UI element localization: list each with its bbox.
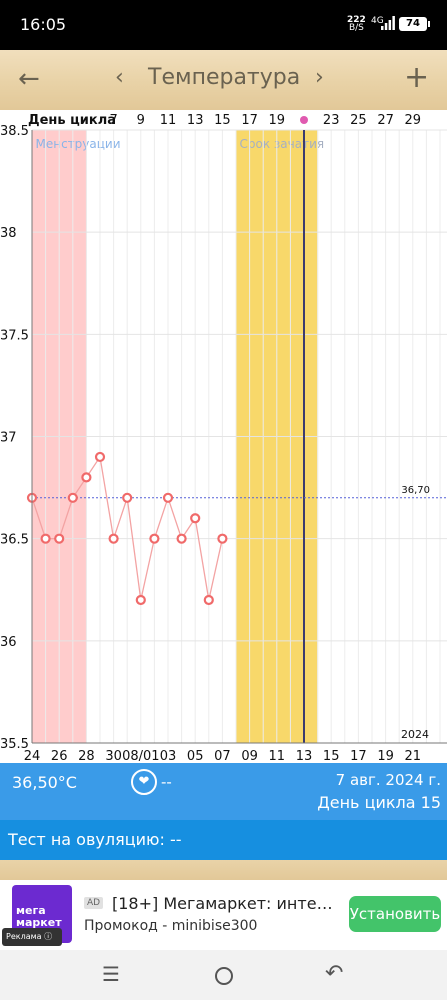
ovulation-test-bar[interactable]: Тест на овуляцию: --	[0, 820, 447, 860]
cycle-day-tick: 29	[405, 113, 422, 128]
temperature-point	[67, 492, 78, 503]
heart-value: --	[161, 773, 172, 791]
temperature-chart-svg: Менструации Срок зачатия 38.5 38 37.5 37 36.5 3…	[0, 113, 447, 763]
temperature-point	[203, 594, 214, 606]
cycle-day-tick: 19	[269, 113, 286, 128]
ad-label-text: Реклама	[6, 932, 42, 941]
menu-icon[interactable]: ☰	[102, 962, 120, 986]
cycle-day-tick: 11	[160, 113, 177, 128]
net-speed: 222 B/S	[347, 15, 366, 33]
x-date-tick: 17	[350, 749, 367, 763]
status-bar: 16:05 222 B/S 4G 74	[0, 0, 447, 50]
y-tick-label: 37.5	[0, 328, 29, 343]
ad-subtext: Промокод - minibise300	[84, 918, 258, 934]
y-tick-label: 38.5	[0, 124, 29, 139]
system-nav-bar: ☰ ↶	[0, 950, 447, 1000]
x-date-tick: 13	[296, 749, 313, 763]
signal-icon	[381, 16, 395, 30]
x-date-tick: 19	[377, 749, 394, 763]
temperature-point	[54, 533, 65, 544]
cycle-day-tick: 7	[109, 113, 117, 128]
home-icon[interactable]	[215, 967, 233, 985]
top-axis-label: День цикла	[28, 113, 116, 128]
reference-line-label: 36,70	[401, 485, 430, 496]
install-button[interactable]: Установить	[349, 896, 441, 932]
temperature-point	[94, 451, 106, 463]
logo-line1: мега	[16, 904, 46, 917]
x-date-tick: 15	[323, 749, 340, 763]
cycle-day-tick: 27	[377, 113, 394, 128]
page-title: Температура	[148, 65, 301, 90]
y-tick-label: 36.5	[0, 533, 29, 548]
wood-divider	[0, 860, 447, 880]
temperature-point	[40, 533, 51, 544]
ad-badge: AD	[84, 897, 104, 909]
back-icon[interactable]: ↶	[325, 961, 344, 986]
x-date-tick: 07	[214, 749, 231, 763]
current-temperature[interactable]: 36,50°C	[12, 773, 77, 792]
app-bar: ← ‹ Температура › +	[0, 50, 447, 110]
net-speed-unit: B/S	[348, 23, 364, 33]
x-date-tick: 30	[105, 749, 122, 763]
x-date-tick: 09	[241, 749, 258, 763]
year-label: 2024	[401, 728, 429, 741]
cycle-day-tick: 15	[214, 113, 231, 128]
x-date-tick: 24	[24, 749, 41, 763]
y-tick-label: 37	[0, 431, 17, 446]
arrow-left-icon[interactable]: ←	[18, 64, 40, 94]
temperature-point	[135, 594, 146, 606]
temperature-point	[217, 533, 228, 544]
temperature-point	[81, 472, 92, 483]
temperature-point	[190, 513, 201, 524]
heart-icon[interactable]: ❤	[131, 769, 157, 795]
cycle-day-tick: 13	[187, 113, 204, 128]
y-tick-label: 38	[0, 226, 17, 241]
temperature-point	[108, 533, 119, 544]
net-speed-value: 222	[347, 15, 366, 25]
cycle-day-tick: 25	[350, 113, 367, 128]
temperature-chart[interactable]: Менструации Срок зачатия 38.5 38 37.5 37 36.5 3…	[0, 110, 447, 763]
cycle-day-tick: 9	[137, 113, 145, 128]
info-bar: 36,50°C ❤ -- 7 авг. 2024 г. День цикла 1…	[0, 763, 447, 820]
temperature-point	[162, 492, 174, 503]
x-date-tick: 03	[160, 749, 177, 763]
cycle-day-tick: 17	[241, 113, 258, 128]
y-tick-label: 36	[0, 635, 17, 650]
temperature-point	[122, 492, 133, 503]
ad-label[interactable]: Реклама ⓘ	[2, 928, 62, 946]
network-type: 4G	[371, 16, 384, 26]
logo-line2: маркет	[16, 916, 62, 929]
ovulation-marker-icon	[300, 116, 308, 124]
x-date-tick: 05	[187, 749, 204, 763]
x-date-tick: 28	[78, 749, 95, 763]
cycle-day-tick: 23	[323, 113, 340, 128]
battery-icon: 74	[399, 17, 430, 31]
cycle-day: День цикла 15	[317, 793, 441, 812]
x-date-tick: 08/01	[122, 749, 159, 763]
zone-label-1: Срок зачатия	[240, 137, 325, 151]
zone-label-0: Менструации	[36, 137, 121, 151]
ad-banner[interactable]: мега маркет Реклама ⓘ AD [18+] Мегамарке…	[0, 880, 447, 950]
selected-date: 7 авг. 2024 г.	[335, 771, 441, 789]
x-date-tick: 26	[51, 749, 68, 763]
plus-icon[interactable]: +	[404, 60, 430, 95]
chevron-left-icon[interactable]: ‹	[115, 65, 124, 90]
clock: 16:05	[20, 15, 67, 34]
x-date-tick: 21	[405, 749, 422, 763]
chevron-right-icon[interactable]: ›	[315, 65, 324, 90]
x-date-tick: 11	[269, 749, 286, 763]
y-tick-label: 35.5	[0, 737, 29, 752]
temperature-point	[176, 533, 187, 544]
ovulation-test-text: Тест на овуляцию: --	[8, 830, 182, 849]
temperature-point	[149, 533, 160, 544]
ad-headline[interactable]: [18+] Мегамаркет: интерн...	[112, 894, 340, 913]
